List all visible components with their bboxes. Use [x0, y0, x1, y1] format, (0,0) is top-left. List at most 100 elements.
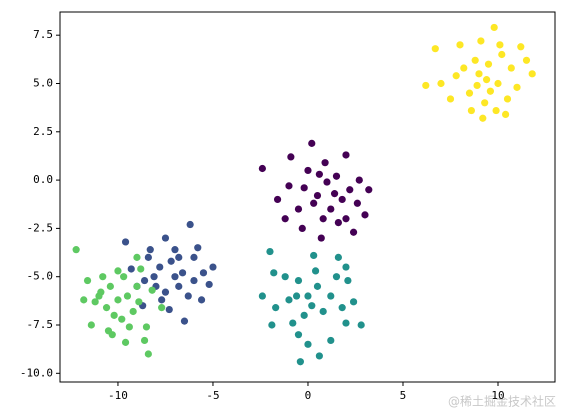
point: [494, 79, 502, 88]
point: [507, 64, 515, 72]
point: [148, 286, 156, 294]
point: [315, 352, 323, 360]
point: [175, 282, 183, 290]
point: [268, 321, 276, 329]
point: [108, 331, 116, 339]
point: [186, 220, 194, 229]
plot-frame: [59, 11, 556, 383]
point: [300, 311, 308, 319]
point: [349, 228, 358, 236]
point: [315, 170, 323, 178]
y-tick-label: 0.0: [33, 173, 53, 186]
point: [321, 159, 329, 167]
point: [110, 311, 118, 319]
point: [175, 253, 183, 261]
point: [334, 253, 342, 261]
x-tick-label: 10: [491, 389, 504, 402]
point: [517, 43, 525, 51]
watermark: @稀土掘金技术社区: [448, 394, 556, 409]
point: [479, 114, 487, 122]
point: [330, 190, 339, 198]
point: [342, 215, 350, 223]
point: [99, 273, 107, 281]
point: [332, 273, 341, 281]
point: [91, 298, 99, 306]
point: [95, 292, 103, 300]
point: [361, 211, 369, 219]
point: [158, 304, 166, 312]
point: [72, 246, 80, 254]
point: [346, 186, 354, 194]
point: [492, 106, 500, 115]
point: [158, 296, 166, 304]
point: [498, 50, 506, 59]
point: [281, 273, 289, 281]
point: [190, 253, 198, 261]
point: [317, 234, 325, 242]
y-tick-label: 7.5: [33, 28, 53, 41]
x-tick-label: 0: [305, 389, 312, 402]
x-tick-label: -10: [108, 389, 128, 402]
point: [308, 302, 316, 310]
point: [294, 331, 303, 339]
point: [133, 253, 141, 261]
y-tick-label: 5.0: [33, 76, 53, 89]
point: [194, 244, 202, 252]
point: [296, 358, 304, 366]
point: [142, 323, 151, 331]
point: [304, 166, 312, 175]
point: [150, 273, 158, 281]
point: [456, 41, 464, 49]
point: [125, 323, 133, 331]
point: [292, 292, 301, 300]
point: [437, 79, 445, 88]
point: [298, 224, 306, 232]
point: [190, 276, 198, 285]
point: [144, 350, 152, 358]
point: [161, 288, 170, 296]
point: [171, 246, 179, 254]
y-tick-label: -2.5: [27, 221, 54, 234]
point: [294, 276, 303, 285]
point: [285, 296, 293, 304]
y-tick-label: -7.5: [27, 318, 54, 331]
y-tick-label: -10.0: [20, 366, 53, 379]
point: [327, 336, 335, 345]
point: [452, 72, 460, 80]
point: [313, 191, 322, 200]
x-tick-label: -5: [206, 389, 219, 402]
point: [353, 199, 361, 207]
point: [197, 296, 206, 304]
point: [83, 276, 92, 285]
point: [270, 269, 278, 277]
point: [258, 292, 266, 300]
point: [102, 304, 111, 312]
point: [311, 267, 320, 275]
x-tick-label: 5: [400, 389, 407, 402]
point: [304, 292, 312, 300]
point: [342, 263, 350, 271]
point: [313, 282, 322, 290]
point: [121, 338, 130, 346]
point: [273, 195, 282, 204]
point: [140, 276, 149, 285]
point: [266, 247, 274, 256]
point: [114, 267, 122, 275]
point: [156, 263, 164, 271]
point: [106, 282, 114, 290]
point: [357, 321, 365, 329]
point: [140, 336, 149, 345]
point: [121, 238, 130, 246]
point: [310, 251, 318, 260]
point: [133, 282, 141, 290]
point: [120, 273, 128, 281]
point: [482, 76, 491, 84]
point: [465, 89, 474, 97]
point: [481, 99, 489, 107]
point: [422, 81, 430, 90]
point: [467, 106, 475, 115]
point: [365, 186, 373, 194]
point: [184, 292, 192, 300]
point: [471, 56, 479, 64]
